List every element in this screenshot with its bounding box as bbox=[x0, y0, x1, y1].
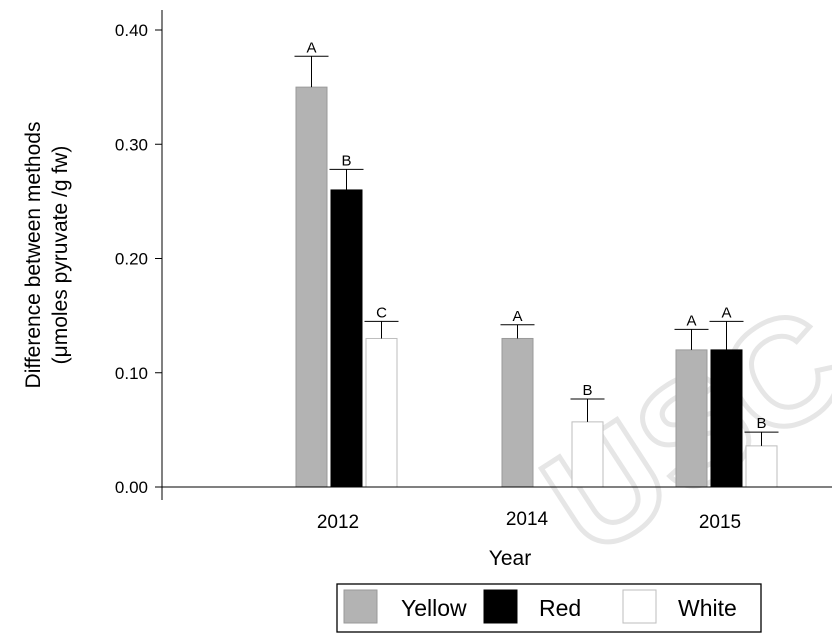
error-bar-2012-yellow bbox=[294, 55, 329, 88]
x-tick-label: 2012 bbox=[317, 512, 359, 533]
legend-box bbox=[336, 583, 762, 633]
bars-layer bbox=[295, 86, 778, 488]
significance-letter-2012-white: C bbox=[376, 304, 387, 321]
error-bar-2015-white bbox=[744, 431, 779, 446]
legend-swatch-yellow bbox=[343, 589, 378, 624]
significance-letter-2015-white: B bbox=[756, 415, 766, 432]
watermark-text: USC bbox=[516, 273, 832, 586]
error-bar-2014-white bbox=[570, 398, 605, 422]
error-bar-2012-red bbox=[329, 168, 364, 190]
bar-2015-yellow bbox=[675, 349, 708, 488]
significance-letter-2015-red: A bbox=[721, 304, 731, 321]
significance-letter-2012-red: B bbox=[341, 152, 351, 169]
bar-2012-red bbox=[330, 189, 363, 488]
error-bar-2015-yellow bbox=[674, 328, 709, 350]
bar-2014-white bbox=[571, 421, 604, 488]
legend-swatch-white bbox=[622, 589, 657, 624]
significance-letter-2014-white: B bbox=[582, 382, 592, 399]
y-ticks-layer: 0.00 0.10 0.20 0.30 0.40 bbox=[115, 21, 162, 497]
y-tick-label: 0.00 bbox=[115, 478, 148, 497]
bar-2012-white bbox=[365, 337, 398, 488]
significance-letter-2012-yellow: A bbox=[306, 39, 316, 56]
x-axis-title: Year bbox=[489, 547, 531, 570]
x-tick-label: 2015 bbox=[699, 512, 741, 533]
x-tick-label: 2014 bbox=[506, 509, 549, 530]
y-axis-title: Difference between methods (μmoles pyruv… bbox=[22, 122, 72, 389]
y-tick-label: 0.40 bbox=[115, 21, 148, 40]
x-ticks-layer: 2012 2014 2015 bbox=[317, 509, 741, 533]
legend-swatch-red bbox=[483, 589, 518, 624]
significance-letter-2015-yellow: A bbox=[686, 312, 696, 329]
y-tick-label: 0.10 bbox=[115, 364, 148, 383]
bar-2012-yellow bbox=[295, 86, 328, 488]
error-bar-2012-white bbox=[364, 320, 399, 339]
legend-label-yellow: Yellow bbox=[401, 595, 467, 621]
legend: Yellow Red White bbox=[343, 589, 737, 624]
error-bar-2014-yellow bbox=[500, 324, 535, 339]
significance-letter-2014-yellow: A bbox=[512, 308, 522, 325]
significance-letters-layer: A A A B A C B B bbox=[306, 39, 766, 432]
bar-2015-white bbox=[745, 445, 778, 488]
y-axis-title-line-1: Difference between methods bbox=[22, 122, 45, 389]
legend-label-red: Red bbox=[539, 595, 581, 621]
error-bar-2015-red bbox=[709, 320, 744, 350]
bar-2015-red bbox=[710, 349, 743, 488]
y-tick-label: 0.30 bbox=[115, 135, 148, 154]
legend-label-white: White bbox=[678, 595, 737, 621]
bar-2014-yellow bbox=[501, 337, 534, 488]
error-bars-layer bbox=[294, 55, 779, 446]
y-tick-label: 0.20 bbox=[115, 250, 148, 269]
y-axis-title-line-2: (μmoles pyruvate /g fw) bbox=[49, 146, 72, 365]
